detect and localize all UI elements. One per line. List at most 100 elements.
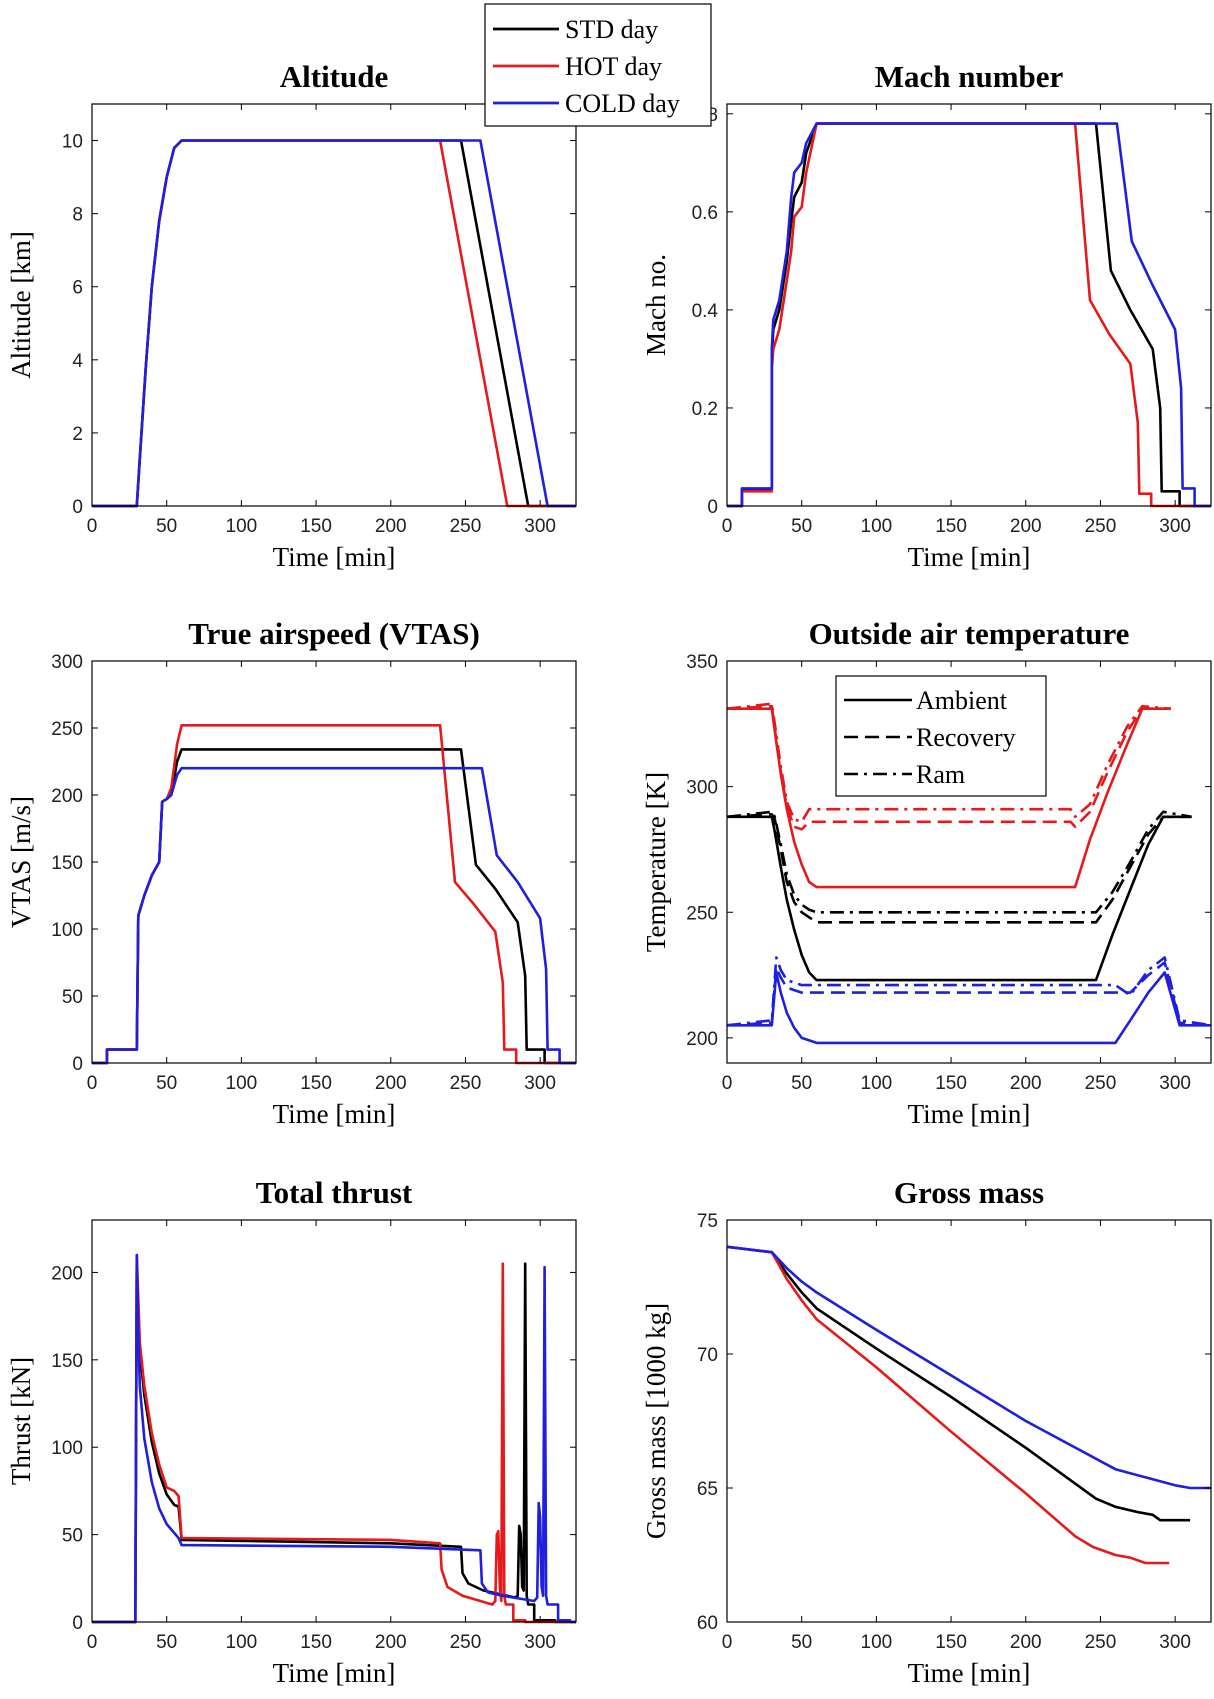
x-tick-label: 250 — [450, 1073, 482, 1094]
x-tick-label: 50 — [791, 1632, 812, 1653]
y-tick-label: 70 — [697, 1345, 718, 1366]
y-tick-label: 300 — [51, 652, 83, 673]
plot-frame — [726, 1219, 1212, 1623]
x-tick-label: 300 — [524, 516, 556, 537]
x-tick-label: 100 — [226, 516, 258, 537]
x-tick-label: 250 — [1085, 1632, 1117, 1653]
series-line-1 — [727, 122, 1211, 508]
x-tick-label: 0 — [87, 516, 98, 537]
series-line-0 — [727, 815, 1192, 982]
series-line-8 — [727, 956, 1211, 1027]
y-tick-label: 350 — [686, 652, 718, 673]
y-axis-label: Altitude [km] — [6, 231, 36, 379]
y-axis-label: Mach no. — [641, 254, 671, 356]
chart-title: Gross mass — [894, 1175, 1044, 1210]
y-tick-label: 250 — [51, 719, 83, 740]
y-tick-label: 50 — [62, 1526, 83, 1547]
chart-panel-2: 0 50 100 150 200 250 300 0 50 100 150 200 250 300 True… — [6, 616, 577, 1129]
x-tick-label: 150 — [935, 1073, 967, 1094]
y-axis-label: Gross mass [1000 kg] — [641, 1303, 671, 1539]
series-group — [92, 723, 576, 1065]
y-tick-label: 4 — [72, 351, 83, 372]
series-line-0 — [92, 1262, 576, 1624]
series-line-0 — [727, 1245, 1191, 1522]
plot-frame — [726, 660, 1212, 1064]
legend-label: HOT day — [565, 52, 662, 81]
chart-panel-4: 0 50 100 150 200 250 300 0 50 100 150 200 Total thru… — [6, 1175, 577, 1688]
series-line-1 — [727, 812, 1192, 924]
y-axis-label: Thrust [kN] — [6, 1357, 36, 1485]
series-group — [92, 1253, 576, 1624]
x-tick-label: 300 — [1159, 1073, 1191, 1094]
line-style-legend-label: Recovery — [916, 723, 1016, 752]
x-axis-label: Time [min] — [273, 542, 396, 572]
x-tick-label: 250 — [1085, 1073, 1117, 1094]
y-tick-label: 100 — [51, 920, 83, 941]
x-tick-label: 50 — [791, 516, 812, 537]
x-tick-label: 0 — [87, 1632, 98, 1653]
y-tick-label: 0 — [72, 497, 83, 518]
series-line-2 — [727, 810, 1192, 914]
y-tick-label: 6 — [72, 278, 83, 299]
x-tick-label: 300 — [524, 1073, 556, 1094]
line-style-legend: Ambient Recovery Ram — [835, 675, 1047, 797]
x-axis-label: Time [min] — [273, 1099, 396, 1129]
y-tick-label: 250 — [686, 903, 718, 924]
y-tick-label: 0 — [707, 497, 718, 518]
y-tick-label: 200 — [51, 786, 83, 807]
x-tick-label: 100 — [861, 516, 893, 537]
y-tick-label: 2 — [72, 424, 83, 445]
x-tick-label: 150 — [935, 1632, 967, 1653]
y-tick-label: 300 — [686, 778, 718, 799]
y-tick-label: 10 — [62, 132, 83, 153]
x-tick-label: 150 — [300, 1632, 332, 1653]
x-tick-label: 0 — [722, 516, 733, 537]
y-tick-label: 150 — [51, 853, 83, 874]
x-tick-label: 200 — [1010, 1073, 1042, 1094]
x-axis-label: Time [min] — [908, 542, 1031, 572]
series-line-1 — [92, 723, 576, 1065]
x-tick-label: 250 — [450, 1632, 482, 1653]
series-line-2 — [92, 139, 576, 508]
x-tick-label: 0 — [722, 1073, 733, 1094]
y-tick-label: 0 — [72, 1054, 83, 1075]
x-tick-label: 50 — [156, 1073, 177, 1094]
plot-frame — [726, 103, 1212, 507]
x-tick-label: 150 — [935, 516, 967, 537]
series-group — [727, 1245, 1211, 1565]
y-tick-label: 100 — [51, 1438, 83, 1459]
y-tick-label: 0.2 — [692, 399, 718, 420]
line-style-legend-label: Ambient — [916, 686, 1008, 715]
x-tick-label: 150 — [300, 1073, 332, 1094]
chart-panel-3: 0 50 100 150 200 250 300 200 250 300 350 Outside ai… — [641, 616, 1212, 1129]
series-line-2 — [727, 1245, 1211, 1490]
chart-title: Outside air temperature — [809, 616, 1130, 651]
plot-frame — [91, 1219, 577, 1623]
y-tick-label: 0.6 — [692, 203, 718, 224]
series-line-2 — [92, 1253, 576, 1624]
chart-title: Altitude — [280, 59, 389, 94]
chart-title: True airspeed (VTAS) — [188, 616, 480, 651]
y-tick-label: 8 — [72, 205, 83, 226]
x-tick-label: 100 — [226, 1073, 258, 1094]
chart-title: Total thrust — [256, 1175, 413, 1210]
y-tick-label: 60 — [697, 1613, 718, 1634]
series-line-6 — [727, 971, 1211, 1045]
x-tick-label: 250 — [450, 516, 482, 537]
x-tick-label: 200 — [1010, 516, 1042, 537]
x-axis-label: Time [min] — [273, 1658, 396, 1688]
x-tick-label: 250 — [1085, 516, 1117, 537]
x-tick-label: 50 — [156, 1632, 177, 1653]
x-axis-label: Time [min] — [908, 1658, 1031, 1688]
chart-panel-5: 0 50 100 150 200 250 300 60 65 70 75 Gross mass Time… — [641, 1175, 1212, 1688]
x-tick-label: 100 — [861, 1632, 893, 1653]
x-tick-label: 300 — [1159, 516, 1191, 537]
y-tick-label: 200 — [51, 1263, 83, 1284]
x-tick-label: 50 — [156, 516, 177, 537]
x-tick-label: 200 — [375, 1073, 407, 1094]
series-legend: STD day HOT day COLD day — [484, 3, 712, 127]
series-line-2 — [92, 766, 576, 1065]
series-group — [727, 122, 1211, 508]
chart-title: Mach number — [875, 59, 1064, 94]
